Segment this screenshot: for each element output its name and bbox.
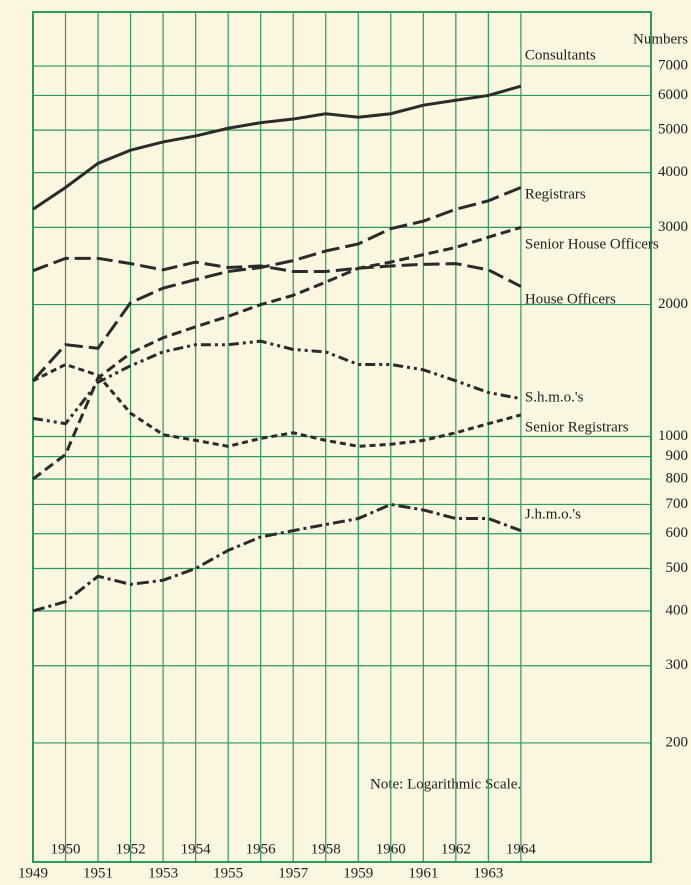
x-tick-label: 1949 — [18, 865, 48, 881]
y-tick-label: 300 — [666, 657, 689, 673]
x-tick-label: 1959 — [343, 865, 373, 881]
annotation: Note: Logarithmic Scale. — [370, 776, 521, 792]
series-label: Registrars — [525, 186, 586, 202]
y-tick-label: 400 — [666, 602, 689, 618]
x-tick-label: 1950 — [51, 841, 81, 857]
x-tick-label: 1957 — [278, 865, 309, 881]
series-line — [32, 362, 522, 448]
y-tick-label: 5000 — [658, 122, 688, 138]
x-tick-label: 1951 — [83, 865, 113, 881]
series-line — [32, 84, 522, 211]
x-tick-label: 1953 — [148, 865, 178, 881]
y-tick-label: 200 — [666, 734, 689, 750]
series-label: J.h.m.o.'s — [525, 506, 581, 522]
x-tick-label: 1960 — [376, 841, 406, 857]
series-label: Consultants — [525, 47, 596, 63]
y-tick-label: 500 — [666, 560, 689, 576]
y-tick-label: 3000 — [658, 219, 688, 235]
series-label: Senior Registrars — [525, 419, 629, 435]
x-tick-label: 1964 — [506, 841, 537, 857]
y-tick-label: 700 — [666, 496, 689, 512]
y-tick-label: 2000 — [658, 296, 688, 312]
series-label: House Officers — [525, 291, 616, 307]
series-line — [32, 256, 522, 288]
x-tick-label: 1958 — [311, 841, 341, 857]
x-tick-label: 1962 — [441, 841, 471, 857]
y-tick-label: 800 — [666, 470, 689, 486]
y-tick-label: 1000 — [658, 428, 688, 444]
y-tick-label: 900 — [666, 448, 689, 464]
x-tick-label: 1954 — [181, 841, 212, 857]
y-axis-label: Numbers — [633, 31, 688, 47]
series-line — [32, 225, 522, 481]
series-line — [32, 502, 522, 613]
x-tick-label: 1952 — [116, 841, 146, 857]
y-tick-label: 6000 — [658, 87, 688, 103]
x-tick-label: 1961 — [408, 865, 438, 881]
y-tick-label: 7000 — [658, 58, 688, 74]
x-tick-label: 1956 — [246, 841, 277, 857]
series-label: Senior House Officers — [525, 236, 659, 252]
x-tick-label: 1963 — [473, 865, 503, 881]
x-tick-label: 1955 — [213, 865, 243, 881]
series-label: S.h.m.o.'s — [525, 389, 584, 405]
y-tick-label: 600 — [666, 525, 689, 541]
y-tick-label: 4000 — [658, 164, 688, 180]
series-line — [31, 186, 522, 382]
